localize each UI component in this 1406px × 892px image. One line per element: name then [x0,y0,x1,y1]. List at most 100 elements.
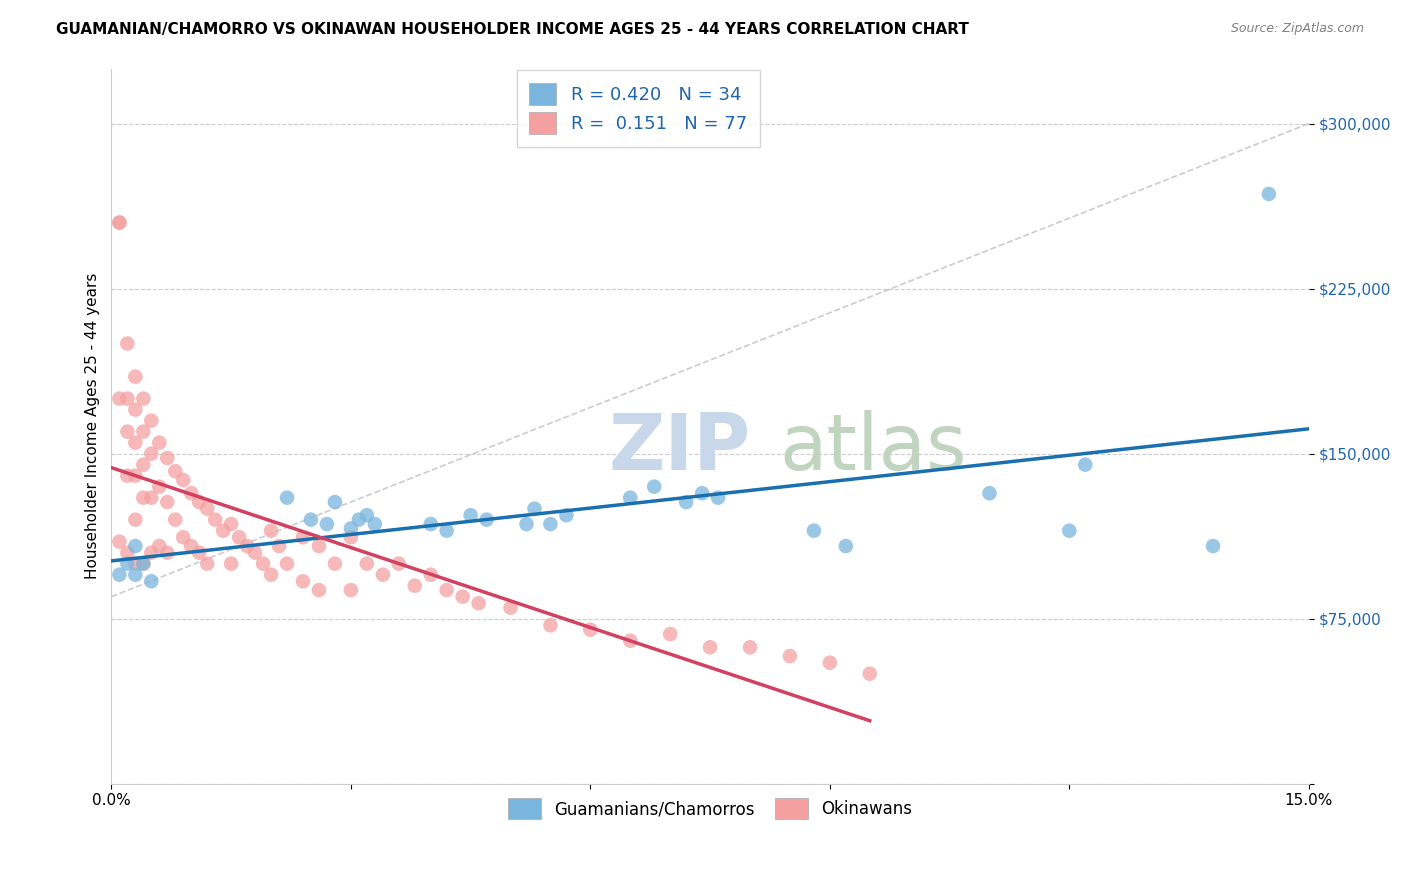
Point [252,557,274,571]
Point [579,623,602,637]
Text: Source: ZipAtlas.com: Source: ZipAtlas.com [1230,22,1364,36]
Point [499,600,522,615]
Point [180,486,202,500]
Point [538,618,561,632]
Point [451,590,474,604]
Point [108,567,131,582]
Point [124,567,146,582]
Point [236,539,259,553]
Point [141,546,163,560]
Point [404,579,426,593]
Point [291,574,314,589]
Point [108,216,131,230]
Point [419,567,441,582]
Point [291,530,314,544]
Point [195,557,218,571]
Point [165,464,187,478]
Point [643,480,665,494]
Point [219,557,242,571]
Point [475,513,498,527]
Point [141,447,163,461]
Point [555,508,578,523]
Point [165,513,187,527]
Point [371,567,394,582]
Point [180,539,202,553]
Point [1202,539,1225,553]
Point [1059,524,1081,538]
Point [132,557,155,571]
Point [124,402,146,417]
Point [267,539,290,553]
Text: ZIP: ZIP [609,409,751,485]
Point [172,530,194,544]
Y-axis label: Householder Income Ages 25 - 44 years: Householder Income Ages 25 - 44 years [86,273,100,579]
Point [835,539,858,553]
Point [132,425,155,439]
Point [859,666,882,681]
Point [141,491,163,505]
Point [148,480,170,494]
Point [124,557,146,571]
Point [803,524,825,538]
Point [148,539,170,553]
Point [707,491,730,505]
Point [738,640,761,655]
Point [124,539,146,553]
Point [117,425,139,439]
Point [124,369,146,384]
Point [132,557,155,571]
Point [156,450,179,465]
Legend: Guamanians/Chamorros, Okinawans: Guamanians/Chamorros, Okinawans [501,792,920,825]
Point [276,491,298,505]
Point [316,517,339,532]
Point [818,656,841,670]
Point [228,530,250,544]
Point [356,508,378,523]
Point [132,458,155,472]
Point [148,435,170,450]
Point [308,583,330,598]
Point [117,546,139,560]
Point [347,513,370,527]
Point [388,557,411,571]
Point [117,468,139,483]
Point [419,517,441,532]
Point [659,627,682,641]
Text: atlas: atlas [779,409,967,485]
Point [515,517,537,532]
Point [699,640,721,655]
Point [619,491,641,505]
Point [117,557,139,571]
Point [108,534,131,549]
Point [219,517,242,532]
Point [172,473,194,487]
Point [460,508,482,523]
Point [195,501,218,516]
Point [243,546,266,560]
Point [364,517,387,532]
Point [979,486,1001,500]
Point [675,495,697,509]
Point [1257,186,1279,201]
Point [132,491,155,505]
Point [467,596,489,610]
Point [619,633,641,648]
Point [156,546,179,560]
Point [141,414,163,428]
Point [117,336,139,351]
Point [204,513,226,527]
Point [538,517,561,532]
Point [156,495,179,509]
Point [340,583,363,598]
Point [523,501,546,516]
Point [108,392,131,406]
Point [276,557,298,571]
Point [323,557,346,571]
Point [132,392,155,406]
Point [188,495,211,509]
Point [340,521,363,535]
Point [141,574,163,589]
Point [308,539,330,553]
Point [323,495,346,509]
Point [779,649,801,664]
